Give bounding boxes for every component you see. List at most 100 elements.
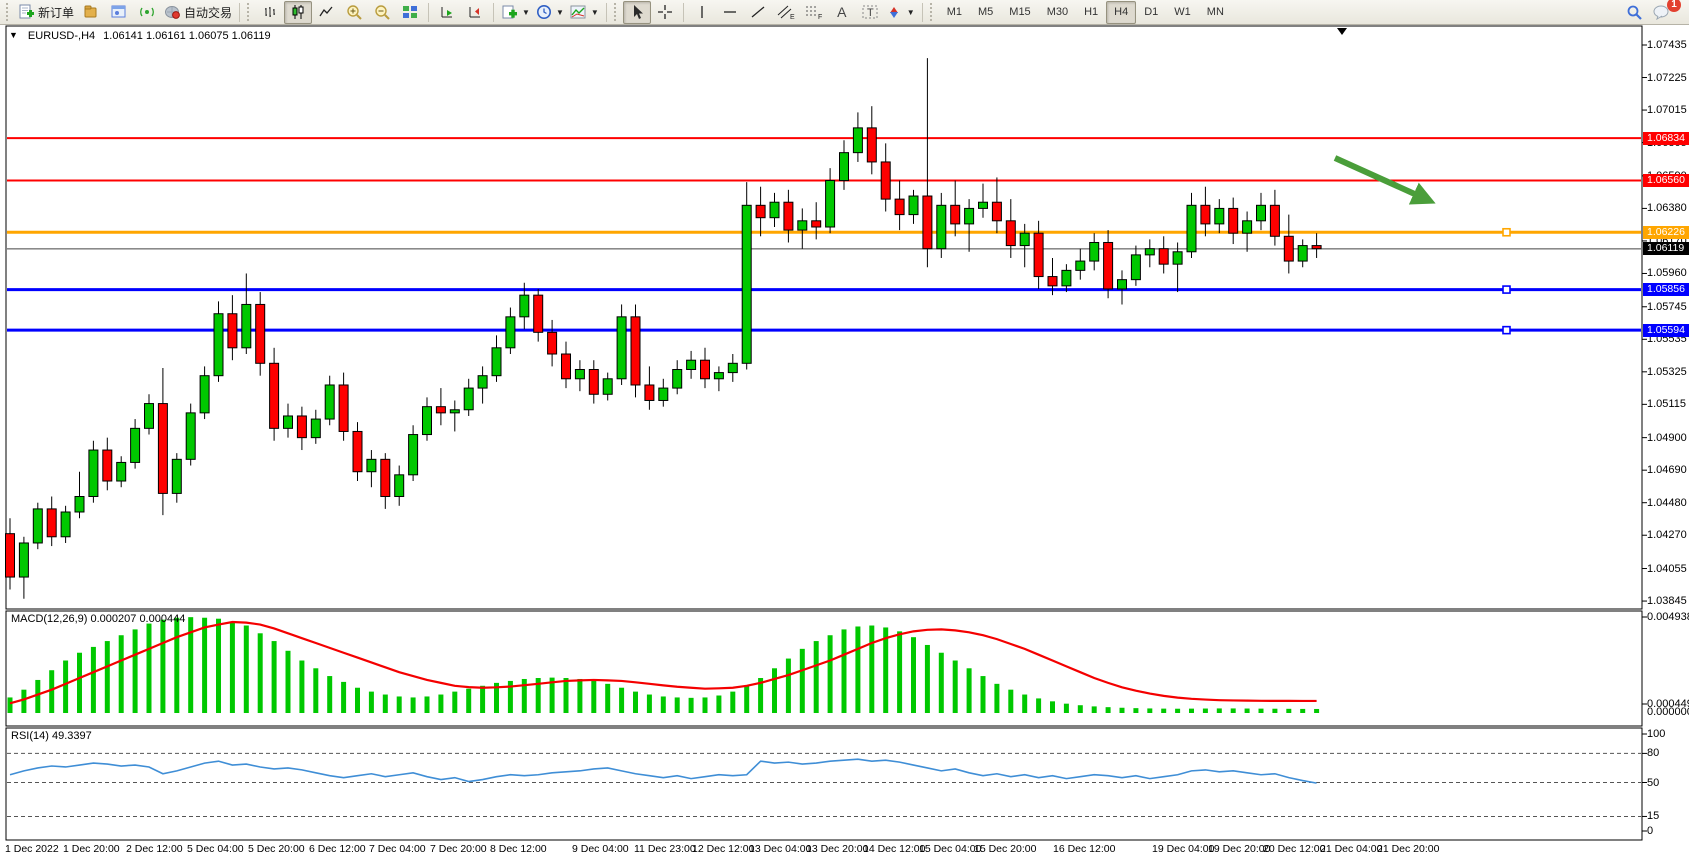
candle-body bbox=[352, 430, 363, 473]
macd-histogram-bar bbox=[299, 660, 305, 713]
price-tick-label: 1.04055 bbox=[1647, 562, 1687, 575]
macd-histogram-bar bbox=[327, 676, 333, 713]
trendline-button[interactable] bbox=[744, 1, 772, 24]
symbol-dropdown-icon[interactable]: ▼ bbox=[9, 30, 18, 40]
equidistant-channel-button[interactable]: E bbox=[772, 1, 800, 24]
bid-price-badge: 1.06119 bbox=[1643, 242, 1689, 256]
macd-histogram-bar bbox=[702, 697, 708, 713]
candle-body bbox=[519, 294, 530, 318]
price-tick-label: 1.04900 bbox=[1647, 431, 1687, 444]
timeframe-m15-button[interactable]: M15 bbox=[1001, 1, 1038, 24]
macd-histogram-bar bbox=[744, 685, 750, 713]
macd-histogram-bar bbox=[1258, 708, 1264, 713]
chart-shift-button[interactable] bbox=[461, 1, 489, 24]
hline-handle[interactable] bbox=[1502, 285, 1511, 294]
candle-body bbox=[533, 294, 544, 333]
candle-body bbox=[102, 449, 113, 482]
macd-histogram-bar bbox=[382, 694, 388, 713]
candle-body bbox=[811, 220, 822, 228]
macd-indicator-label: MACD(12,26,9) 0.000207 0.000444 bbox=[11, 613, 186, 625]
equidistant-channel-icon: E bbox=[777, 4, 795, 20]
timeframe-m1-button[interactable]: M1 bbox=[939, 1, 970, 24]
candle-body bbox=[491, 347, 502, 377]
candle-body bbox=[700, 359, 710, 380]
candle-body bbox=[922, 195, 933, 250]
timeframe-h4-button[interactable]: H4 bbox=[1106, 0, 1137, 24]
macd-histogram-bar bbox=[563, 678, 569, 713]
cursor-button[interactable] bbox=[622, 0, 651, 24]
macd-histogram-bar bbox=[591, 680, 597, 713]
date-label: 21 Dec 04:00 bbox=[1320, 843, 1383, 855]
horizontal-line-button[interactable] bbox=[716, 1, 744, 24]
macd-histogram-bar bbox=[1091, 706, 1097, 713]
timeframe-mn-button[interactable]: MN bbox=[1199, 1, 1232, 24]
macd-histogram-bar bbox=[619, 687, 625, 713]
date-label: 13 Dec 04:00 bbox=[749, 843, 812, 855]
line-chart-button[interactable] bbox=[312, 1, 340, 24]
price-tick-label: 1.05115 bbox=[1647, 398, 1686, 411]
macd-histogram-bar bbox=[35, 679, 41, 713]
crosshair-button[interactable] bbox=[651, 1, 679, 24]
text-label-button[interactable]: T bbox=[856, 1, 884, 24]
price-tick-label: 1.05960 bbox=[1647, 267, 1687, 280]
notifications-button[interactable]: 1 bbox=[1648, 0, 1681, 24]
timeframe-d1-button[interactable]: D1 bbox=[1136, 1, 1166, 24]
macd-histogram-bar bbox=[494, 682, 499, 713]
bar-chart-icon bbox=[262, 4, 278, 20]
timeframe-w1-button[interactable]: W1 bbox=[1166, 1, 1199, 24]
search-button[interactable] bbox=[1620, 1, 1648, 24]
candle-body bbox=[505, 316, 516, 349]
periods-button[interactable]: ▼ bbox=[533, 1, 567, 24]
macd-histogram-bar bbox=[1202, 708, 1208, 713]
macd-histogram-bar bbox=[507, 680, 513, 713]
zoom-in-button[interactable] bbox=[340, 1, 368, 24]
dropdown-caret-icon: ▼ bbox=[522, 7, 530, 17]
candle-body bbox=[1089, 241, 1100, 262]
auto-trading-button[interactable]: 自动交易 bbox=[161, 1, 235, 24]
candle-body bbox=[283, 415, 293, 429]
macd-histogram-bar bbox=[883, 627, 889, 713]
fibonacci-button[interactable]: F bbox=[800, 1, 828, 24]
signals-button[interactable] bbox=[133, 1, 161, 24]
metaeditor-button[interactable] bbox=[105, 1, 133, 24]
candle-body bbox=[936, 204, 947, 250]
auto-trading-icon bbox=[164, 4, 181, 20]
candle-body bbox=[1256, 204, 1266, 222]
date-label: 14 Dec 12:00 bbox=[863, 843, 926, 855]
hline-handle[interactable] bbox=[1502, 227, 1511, 237]
new-chart-button[interactable]: ▼ bbox=[498, 1, 533, 24]
new-order-icon bbox=[18, 4, 35, 20]
timeframe-h1-button[interactable]: H1 bbox=[1076, 1, 1106, 24]
macd-histogram-bar bbox=[1272, 708, 1278, 713]
candle-body bbox=[1144, 248, 1155, 256]
profiles-button[interactable] bbox=[77, 1, 105, 24]
zoom-out-button[interactable] bbox=[368, 1, 396, 24]
line-chart-icon bbox=[318, 4, 334, 20]
vertical-line-button[interactable] bbox=[688, 1, 716, 24]
macd-histogram-bar bbox=[785, 658, 791, 713]
tile-windows-button[interactable] bbox=[396, 1, 424, 24]
macd-histogram-bar bbox=[188, 617, 194, 713]
macd-histogram-bar bbox=[49, 670, 55, 713]
hline-handle[interactable] bbox=[1502, 325, 1511, 335]
text-icon: A bbox=[837, 3, 847, 20]
macd-histogram-bar bbox=[1105, 707, 1111, 713]
toolbar-grip bbox=[6, 3, 12, 21]
timeframe-m30-button[interactable]: M30 bbox=[1039, 1, 1076, 24]
bar-chart-button[interactable] bbox=[256, 1, 284, 24]
timeframe-m5-button[interactable]: M5 bbox=[970, 1, 1001, 24]
new-order-button[interactable]: 新订单 bbox=[15, 1, 77, 24]
auto-scroll-button[interactable] bbox=[433, 1, 461, 24]
candlestick-button[interactable] bbox=[284, 0, 313, 24]
candle-body bbox=[296, 415, 307, 439]
text-button[interactable]: A bbox=[828, 1, 856, 24]
macd-histogram-bar bbox=[521, 678, 527, 713]
templates-button[interactable]: ▼ bbox=[567, 1, 602, 24]
macd-histogram-bar bbox=[1077, 705, 1083, 713]
macd-scale-mid: 0.000449 bbox=[1647, 698, 1689, 710]
candle-body bbox=[449, 409, 460, 414]
auto-scroll-icon bbox=[439, 4, 455, 20]
candle-body bbox=[1117, 279, 1127, 290]
arrows-button[interactable]: ▼ bbox=[884, 1, 918, 24]
